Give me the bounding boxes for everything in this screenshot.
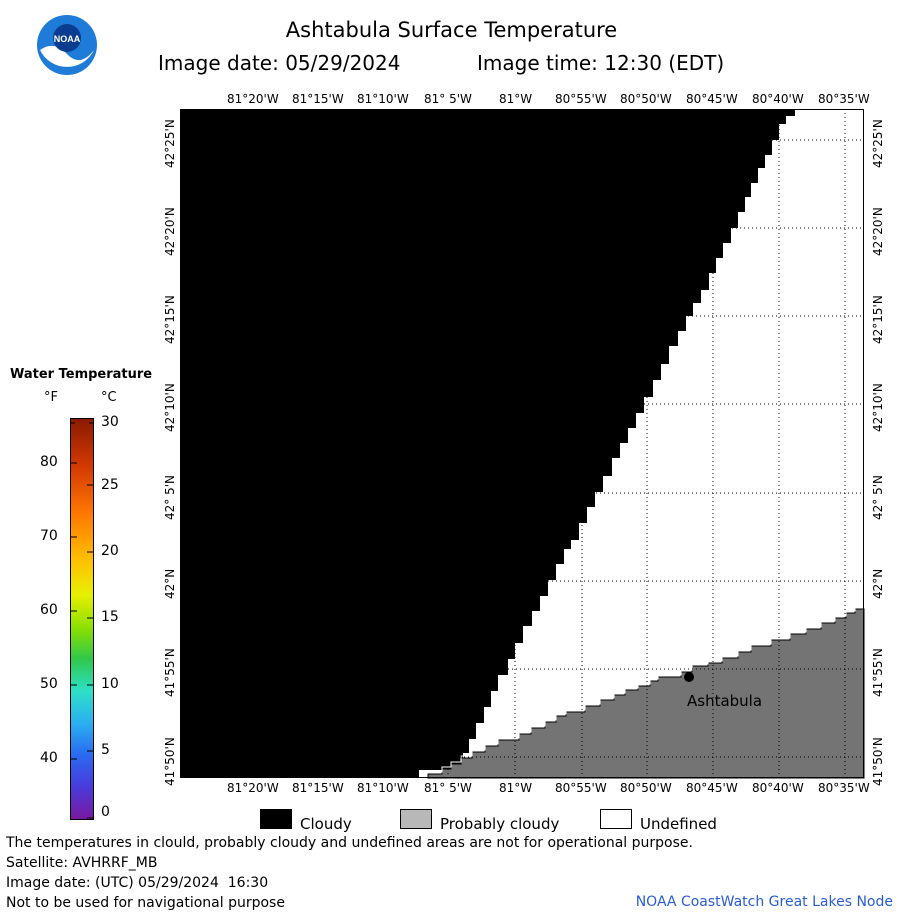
lon-tick-bottom: 81°10'W <box>357 781 409 795</box>
lon-tick-bottom: 80°55'W <box>555 781 607 795</box>
city-label: Ashtabula <box>687 692 763 710</box>
f-label: 70 <box>40 528 58 544</box>
lat-tick-left: 42°10'N <box>163 383 177 432</box>
lat-tick-right: 42°25'N <box>871 119 885 168</box>
lat-tick-left: 42°N <box>163 568 177 599</box>
svg-text:NOAA: NOAA <box>54 34 81 44</box>
lat-tick-right: 41°55'N <box>871 648 885 697</box>
credit-text: NOAA CoastWatch Great Lakes Node <box>635 894 893 910</box>
lat-tick-right: 42°10'N <box>871 383 885 432</box>
f-label: 80 <box>40 454 58 470</box>
unit-fahrenheit: °F <box>44 390 58 405</box>
lon-tick-top: 81°10'W <box>357 92 409 106</box>
c-label: 5 <box>101 742 110 758</box>
c-label: 25 <box>101 477 119 493</box>
lon-tick-bottom: 81°20'W <box>227 781 279 795</box>
probably-cloudy-swatch <box>400 809 432 829</box>
c-label: 30 <box>101 414 119 430</box>
lat-tick-left: 41°55'N <box>163 648 177 697</box>
lat-tick-right: 42° 5'N <box>871 475 885 520</box>
lat-tick-left: 41°50'N <box>163 737 177 786</box>
lon-tick-bottom: 80°35'W <box>818 781 870 795</box>
lon-tick-top: 80°55'W <box>555 92 607 106</box>
lon-tick-bottom: 80°50'W <box>620 781 672 795</box>
c-label: 0 <box>101 804 110 820</box>
image-date: Image date: 05/29/2024 <box>158 51 401 75</box>
lon-tick-top: 80°35'W <box>818 92 870 106</box>
lon-tick-bottom: 80°45'W <box>686 781 738 795</box>
f-label: 60 <box>40 602 58 618</box>
lon-tick-top: 81° 5'W <box>424 92 472 106</box>
c-label: 20 <box>101 543 119 559</box>
f-label: 50 <box>40 676 58 692</box>
disclaimer-text: The temperatures in clould, probably clo… <box>6 835 693 851</box>
lat-tick-right: 41°50'N <box>871 737 885 786</box>
cloudy-swatch <box>260 809 292 829</box>
lon-tick-bottom: 81° 5'W <box>424 781 472 795</box>
lon-tick-bottom: 81°15'W <box>292 781 344 795</box>
lon-tick-top: 80°40'W <box>752 92 804 106</box>
lon-tick-bottom: 80°40'W <box>752 781 804 795</box>
noaa-logo: NOAA <box>36 14 98 76</box>
c-label: 15 <box>101 609 119 625</box>
ashtabula-marker <box>684 672 694 682</box>
probably-cloudy-label: Probably cloudy <box>440 815 560 833</box>
page-title: Ashtabula Surface Temperature <box>285 18 618 42</box>
color-bar <box>70 418 94 820</box>
lon-tick-top: 80°50'W <box>620 92 672 106</box>
undefined-label: Undefined <box>640 815 717 833</box>
legend-title: Water Temperature <box>10 367 153 382</box>
utc-date-text: Image date: (UTC) 05/29/2024 16:30 <box>6 875 269 891</box>
undefined-swatch <box>600 809 632 829</box>
c-label: 10 <box>101 676 119 692</box>
cloudy-region <box>180 109 795 778</box>
lat-tick-left: 42°15'N <box>163 295 177 344</box>
lon-tick-bottom: 81°W <box>499 781 533 795</box>
satellite-text: Satellite: AVHRRF_MB <box>6 855 158 871</box>
lat-tick-left: 42°25'N <box>163 119 177 168</box>
lon-tick-top: 81°15'W <box>292 92 344 106</box>
lat-tick-right: 42°15'N <box>871 295 885 344</box>
lon-tick-top: 80°45'W <box>686 92 738 106</box>
image-time: Image time: 12:30 (EDT) <box>477 51 725 75</box>
lat-tick-right: 42°20'N <box>871 207 885 256</box>
lon-tick-top: 81°20'W <box>227 92 279 106</box>
unit-celsius: °C <box>101 390 117 405</box>
cloudy-label: Cloudy <box>300 815 352 833</box>
f-label: 40 <box>40 750 58 766</box>
lon-tick-top: 81°W <box>499 92 533 106</box>
lat-tick-right: 42°N <box>871 568 885 599</box>
navigation-warning: Not to be used for navigational purpose <box>6 895 285 911</box>
lat-tick-left: 42°20'N <box>163 207 177 256</box>
lat-tick-left: 42° 5'N <box>163 475 177 520</box>
